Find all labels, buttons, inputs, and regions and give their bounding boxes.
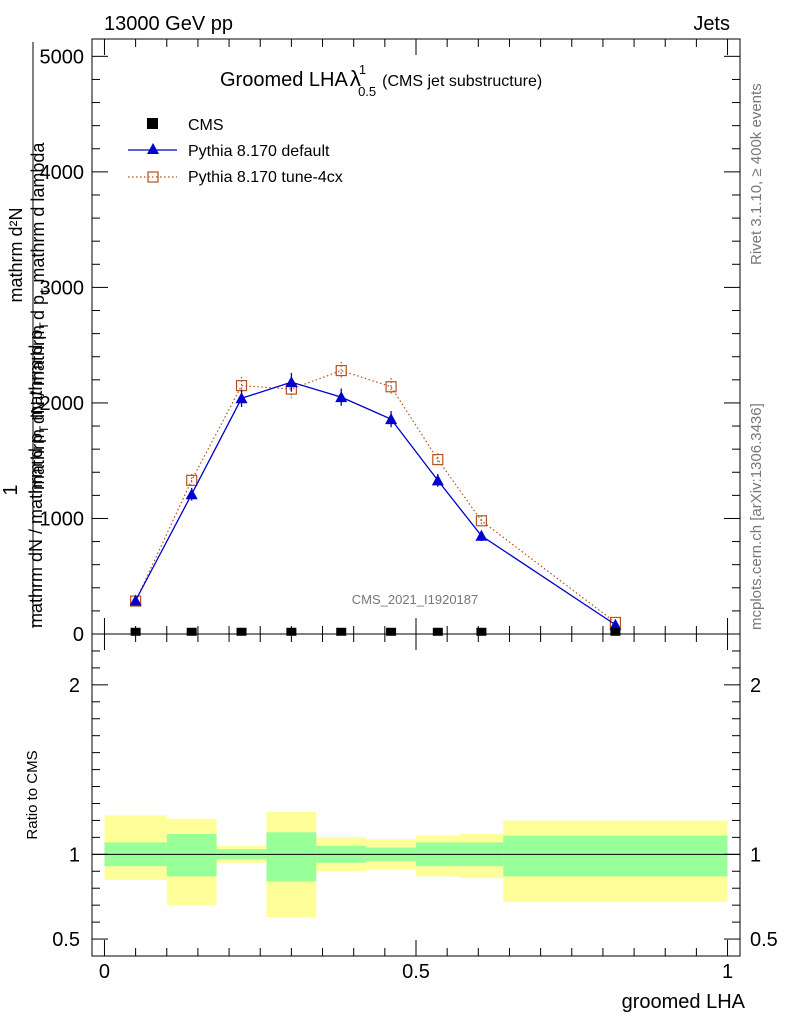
main-y-tick-label: 4000: [40, 162, 85, 184]
ratio-y-tick-label-right: 1: [750, 844, 761, 866]
series-layer: [129, 361, 622, 636]
cms-point: [186, 627, 197, 636]
ratio-y-tick-label: 0.5: [52, 929, 80, 951]
cms-point: [286, 627, 297, 636]
tune-series-line: [135, 369, 616, 623]
tune-point: [385, 381, 397, 393]
main-y-tick-label: 2000: [40, 393, 85, 415]
ratio-band-inner: [166, 833, 217, 877]
ratio-x-tick-label: 0: [99, 961, 110, 983]
default-point: [185, 488, 198, 500]
y-label-one: 1: [0, 484, 22, 495]
energy-label: 13000 GeV pp: [104, 13, 233, 35]
default-point: [385, 413, 398, 425]
default-point: [285, 376, 298, 388]
ratio-y-label: Ratio to CMS: [24, 750, 41, 839]
main-y-tick-label: 0: [73, 624, 84, 646]
analysis-watermark: CMS_2021_I1920187: [352, 592, 479, 607]
ratio-y-tick-label: 1: [69, 844, 80, 866]
tune-point: [186, 474, 198, 486]
process-label: Jets: [693, 13, 730, 35]
default-point: [609, 618, 622, 630]
plot-title-superscript: 1: [359, 62, 366, 77]
cms-point: [476, 627, 487, 636]
plot-title-lambda: λ: [350, 66, 361, 91]
ratio-y-tick-label-right: 2: [750, 675, 761, 697]
cms-point: [432, 627, 443, 636]
tune-point: [432, 453, 444, 466]
x-axis-label: groomed LHA: [622, 991, 746, 1013]
ratio-band-inner: [266, 832, 317, 882]
default-point: [335, 391, 348, 403]
cms-point: [130, 627, 141, 636]
cms-point: [336, 627, 347, 636]
legend-tune-label: Pythia 8.170 tune-4cx: [188, 169, 343, 186]
axis-ticks: [92, 39, 740, 956]
cms-point: [386, 627, 397, 636]
plot-title-suffix: (CMS jet substructure): [382, 73, 542, 90]
default-series-line: [135, 381, 616, 626]
legend: CMS Pythia 8.170 default Pythia 8.170 tu…: [128, 117, 343, 186]
tune-point: [335, 364, 347, 377]
ratio-x-tick-label: 1: [722, 961, 733, 983]
cms-point: [610, 627, 621, 636]
main-y-tick-label: 5000: [40, 46, 85, 68]
default-point: [431, 474, 444, 486]
ratio-y-tick-label-right: 0.5: [750, 929, 778, 951]
default-point: [129, 594, 142, 606]
legend-tune-marker: [147, 171, 159, 183]
legend-default-marker: [147, 143, 159, 154]
legend-cms-label: CMS: [188, 117, 224, 134]
plot-title-subscript: 0.5: [358, 84, 376, 99]
tick-labels: 0 1000 2000 3000 4000 5000 0 0.5 1 0.5 0.5 1 1 2 2: [40, 46, 778, 983]
legend-cms-marker: [147, 118, 158, 129]
plot-title: Groomed LHAλ1 0.5 (CMS jet substructure): [220, 62, 542, 99]
main-y-tick-label: 3000: [40, 277, 85, 299]
legend-default-label: Pythia 8.170 default: [188, 143, 330, 160]
default-point: [235, 392, 248, 404]
mcplots-label: mcplots.cern.ch [arXiv:1306.3436]: [748, 403, 765, 630]
ratio-bands: [104, 811, 728, 918]
tune-point: [475, 515, 488, 527]
main-y-axis-label: mathrm d²N mathrm dN / mathrm d pT mathr…: [0, 42, 53, 628]
y-label-denominator: mathrm dN / mathrm d pT mathrm d pT: [26, 322, 51, 628]
cms-point: [236, 627, 247, 636]
y-label-numerator: mathrm d²N: [6, 207, 26, 302]
ratio-band-inner: [503, 835, 728, 877]
ratio-y-tick-label: 2: [69, 675, 80, 697]
rivet-label: Rivet 3.1.10, ≥ 400k events: [748, 83, 765, 265]
default-point: [475, 529, 488, 541]
ratio-x-tick-label: 0.5: [402, 961, 430, 983]
ratio-plot-frame: [91, 633, 741, 957]
plot-title-prefix: Groomed LHA: [220, 69, 348, 91]
main-y-tick-label: 1000: [40, 508, 85, 530]
